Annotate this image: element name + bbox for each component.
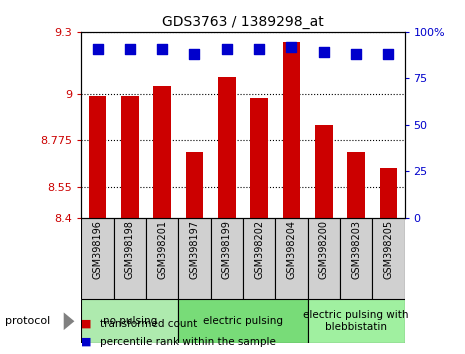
Text: GSM398203: GSM398203 (351, 220, 361, 279)
Text: electric pulsing with
blebbistatin: electric pulsing with blebbistatin (303, 310, 409, 332)
Text: transformed count: transformed count (100, 319, 197, 329)
Bar (308, 299, 405, 343)
Point (126, 46, 133, 51)
Text: GSM398205: GSM398205 (383, 220, 393, 279)
Bar (146, 218, 179, 299)
Text: ■: ■ (81, 337, 92, 347)
Point (352, 51, 360, 57)
Bar (250, 98, 268, 218)
Text: GSM398201: GSM398201 (157, 220, 167, 279)
Bar (113, 218, 146, 299)
Bar (89, 96, 106, 218)
Text: GSM398200: GSM398200 (319, 220, 329, 279)
Bar (186, 152, 203, 218)
Point (94, 46, 101, 51)
Bar (347, 152, 365, 218)
Bar (243, 218, 275, 299)
Text: GSM398197: GSM398197 (189, 220, 199, 279)
Bar (121, 96, 139, 218)
Bar (308, 218, 340, 299)
Text: percentile rank within the sample: percentile rank within the sample (100, 337, 276, 347)
Point (255, 46, 263, 51)
Title: GDS3763 / 1389298_at: GDS3763 / 1389298_at (162, 16, 324, 29)
Point (385, 51, 392, 57)
Text: GSM398198: GSM398198 (125, 220, 135, 279)
Text: GSM398204: GSM398204 (286, 220, 297, 279)
Point (223, 46, 231, 51)
Bar (283, 42, 300, 218)
Text: electric pulsing: electric pulsing (203, 316, 283, 326)
Text: GSM398196: GSM398196 (93, 220, 103, 279)
Point (288, 44, 295, 50)
Bar (315, 125, 332, 218)
Point (320, 50, 327, 55)
Bar (179, 299, 308, 343)
Text: GSM398199: GSM398199 (222, 220, 232, 279)
Point (191, 51, 198, 57)
Bar (275, 218, 308, 299)
Bar (211, 218, 243, 299)
Bar (340, 218, 372, 299)
Text: ■: ■ (81, 319, 92, 329)
Text: no pulsing: no pulsing (103, 316, 157, 326)
Bar (153, 86, 171, 218)
Bar (179, 218, 211, 299)
Bar (372, 218, 405, 299)
Bar (81, 218, 113, 299)
Bar (379, 168, 397, 218)
Text: protocol: protocol (5, 316, 50, 326)
Point (159, 46, 166, 51)
Text: GSM398202: GSM398202 (254, 220, 264, 279)
Bar (218, 77, 236, 218)
Bar (81, 299, 179, 343)
